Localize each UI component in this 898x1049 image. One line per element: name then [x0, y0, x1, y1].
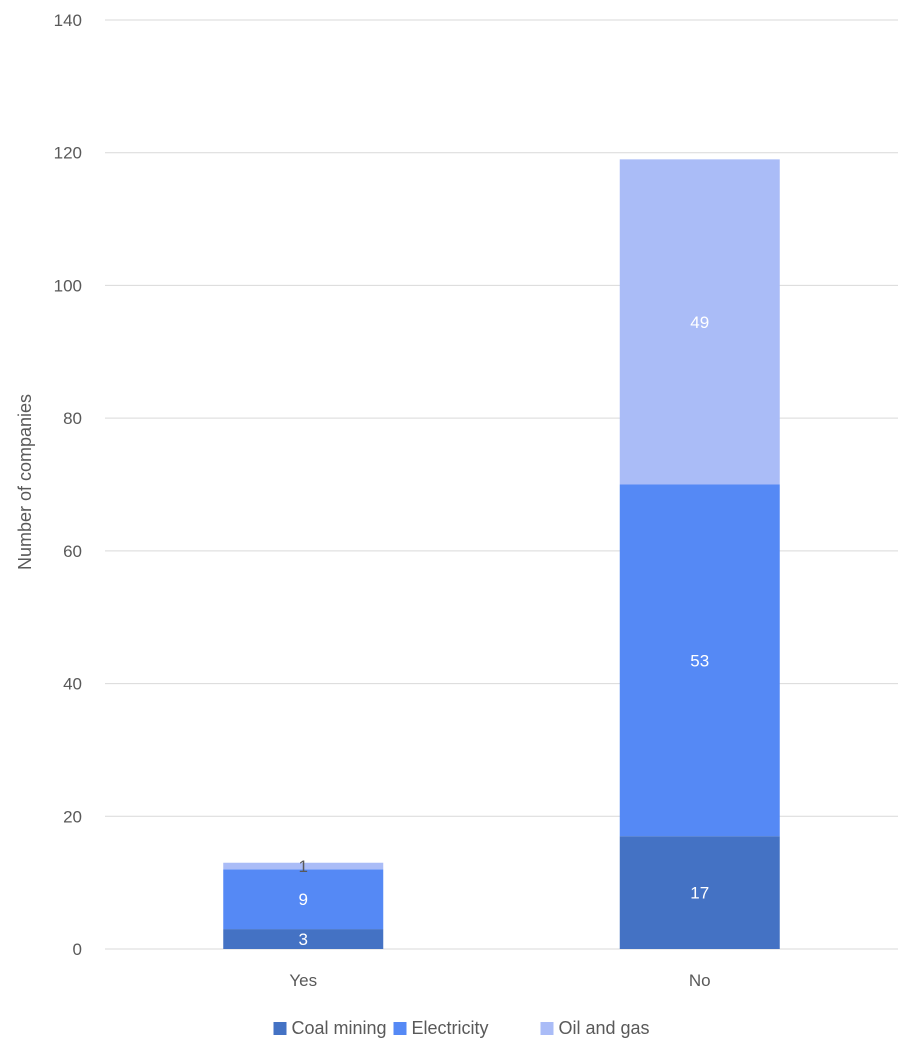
gridlines — [105, 19, 898, 950]
data-label: 17 — [690, 884, 709, 903]
x-axis-ticks: Yes No — [289, 971, 710, 990]
y-tick-label: 0 — [73, 940, 82, 959]
bar-segment — [223, 862, 384, 870]
legend-swatch — [273, 1022, 287, 1035]
data-label: 3 — [299, 930, 308, 949]
bar-segment — [619, 484, 780, 837]
legend-item[interactable]: Electricity — [393, 1018, 489, 1038]
legend-label: Oil and gas — [559, 1018, 650, 1038]
data-label: 9 — [299, 890, 308, 909]
bars — [223, 159, 780, 949]
legend-label: Electricity — [412, 1018, 489, 1038]
legend-swatch — [393, 1022, 407, 1035]
legend-item[interactable]: Coal mining — [273, 1018, 387, 1038]
legend-label: Coal mining — [292, 1018, 387, 1038]
bar-segment — [619, 836, 780, 949]
x-tick-label: Yes — [289, 971, 317, 990]
legend-swatch — [540, 1022, 554, 1035]
data-label: 1 — [299, 857, 308, 876]
data-label: 49 — [690, 313, 709, 332]
y-tick-label: 20 — [63, 807, 82, 826]
x-tick-label: No — [689, 971, 711, 990]
y-tick-label: 100 — [54, 276, 82, 295]
y-axis-ticks: 0 20 40 60 80 100 120 140 — [54, 11, 82, 959]
y-tick-label: 40 — [63, 675, 82, 694]
y-tick-label: 80 — [63, 409, 82, 428]
bar-segment — [223, 869, 384, 930]
y-axis-label: Number of companies — [15, 394, 35, 570]
legend-item[interactable]: Oil and gas — [540, 1018, 650, 1038]
legend[interactable]: Coal mining Electricity Oil and gas — [273, 1018, 650, 1038]
data-label: 53 — [690, 651, 709, 670]
y-tick-label: 140 — [54, 11, 82, 30]
bar-segment — [223, 929, 384, 949]
y-tick-label: 120 — [54, 144, 82, 163]
data-labels: 3 9 1 17 53 49 — [299, 313, 710, 949]
bar-segment — [619, 159, 780, 485]
y-tick-label: 60 — [63, 542, 82, 561]
